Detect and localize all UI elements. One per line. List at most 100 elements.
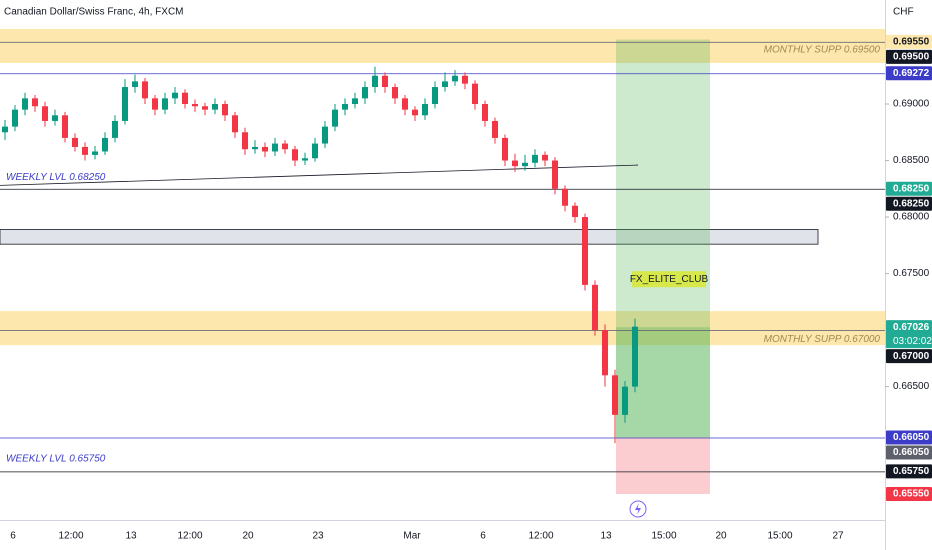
candle-body [552,160,558,189]
candle-body [52,115,58,121]
candle-body [282,143,288,150]
candle-body [532,154,538,163]
x-tick-label: 6 [480,531,486,542]
candle-body [312,143,318,159]
candle-body [592,284,598,331]
candle-body [112,120,118,138]
candle-body [472,83,478,104]
candle-body [32,98,38,107]
x-tick-label: 12:00 [58,531,83,542]
x-tick-label: Mar [403,531,421,542]
candle-body [122,87,128,121]
candle-body [272,143,278,152]
x-tick-label: 27 [832,531,844,542]
price-tag-countdown: 03:02:02 [893,336,932,347]
position-label-bg [632,271,706,288]
candle-body [262,146,268,152]
price-tag [886,49,932,64]
candle-body [202,106,208,110]
y-tick-label: 0.68000 [893,212,930,223]
candle-body [492,120,498,138]
x-tick-label: 12:00 [177,531,202,542]
y-tick-label: 0.69000 [893,99,930,110]
x-tick-label: 23 [312,531,324,542]
symbol-title: Canadian Dollar/Swiss Franc, 4h, FXCM [4,7,184,18]
candle-body [252,146,258,150]
candle-body [602,330,608,376]
price-tag-label: 0.65750 [893,466,930,477]
candle-body [12,109,18,127]
candle-body [382,75,388,88]
candle-body [232,115,238,133]
candle-body [332,109,338,127]
candle-body [632,326,638,387]
zone [0,28,885,63]
candle-body [562,188,568,206]
x-tick-label: 12:00 [528,531,553,542]
price-tag-label: 0.66050 [893,432,930,443]
x-tick-label: 15:00 [767,531,792,542]
candle-body [222,104,228,116]
price-tag [886,464,932,479]
price-tag-label: 0.65550 [893,489,930,500]
price-tag-label: 0.69272 [893,68,930,79]
x-tick-label: 13 [125,531,137,542]
candle-body [102,137,108,152]
candle-body [572,205,578,218]
y-tick-label: 0.66500 [893,381,930,392]
profit-zone [616,327,710,438]
price-tag [886,34,932,49]
price-tag-label: 0.66050 [893,447,930,458]
stop-zone [616,437,710,494]
candle-body [322,126,328,144]
price-tag-label: 0.67000 [893,351,930,362]
y-tick-label: 0.67500 [893,268,930,279]
candle-body [152,98,158,110]
price-tag [886,349,932,364]
zone [0,229,819,245]
candle-body [132,81,138,88]
price-tag [886,430,932,445]
x-tick-label: 13 [600,531,612,542]
candle-body [212,104,218,110]
candle-body [412,109,418,116]
x-tick-label: 15:00 [651,531,676,542]
candle-body [422,104,428,116]
x-tick-label: 20 [242,531,254,542]
zone [0,311,885,346]
price-tag-label: 0.69550 [893,36,930,47]
candle-body [402,98,408,110]
price-tag [886,66,932,81]
plot-area: FX_ELITE_CLUB MONTHLY SUPP 0.69500 MONTHLY… [0,28,885,494]
annotation: WEEKLY LVL 0.68250 [6,172,106,183]
candle-body [392,87,398,99]
annotation: MONTHLY SUPP 0.69500 [764,44,881,55]
candle-body [142,81,148,99]
x-tick-label: 20 [715,531,727,542]
candle-body [612,375,618,415]
position-label: FX_ELITE_CLUB [630,274,709,285]
trendline [0,164,639,186]
candle-body [72,137,78,147]
candle-body [512,160,518,167]
candle-body [92,151,98,155]
annotation: MONTHLY SUPP 0.67000 [764,334,881,345]
candle-body [432,87,438,104]
price-tag-label: 0.68250 [893,183,930,194]
candle-body [482,104,488,121]
candle-body [242,132,248,150]
candle-body [462,75,468,84]
candle-body [292,149,298,161]
candle-body [342,104,348,110]
price-tag [886,196,932,211]
candle-body [82,146,88,155]
candle-body [42,106,48,121]
currency: CHF [893,7,914,18]
y-tick-label: 0.68500 [893,155,930,166]
candle-body [522,162,528,167]
price-tag [886,320,932,349]
x-tick-label: 6 [10,531,16,542]
candle-body [352,98,358,104]
candle-body [302,158,308,161]
